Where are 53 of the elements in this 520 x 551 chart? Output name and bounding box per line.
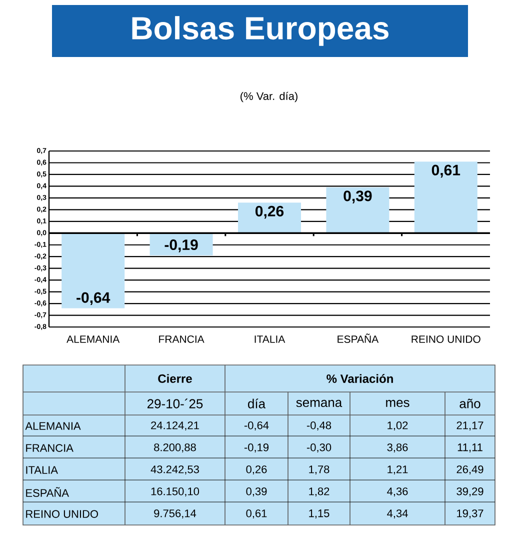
text: 1,78 [309, 465, 330, 475]
category-label: ALEMANIA [25, 422, 81, 430]
bar [62, 233, 125, 308]
data-label: -0,64 [76, 292, 110, 306]
text: 1,15 [309, 510, 330, 518]
text: 3,86 [387, 443, 408, 453]
data-label: 0,61 [432, 164, 460, 178]
category-label: ESPAÑA [26, 487, 69, 497]
category-label: FRANCIA [26, 444, 74, 452]
text: 26,49 [456, 465, 484, 475]
category-label: semana [296, 400, 342, 408]
data-label: -0,19 [164, 239, 198, 252]
category-label: año [460, 398, 480, 408]
text: 1,02 [388, 421, 408, 431]
category-label: día [248, 398, 266, 408]
text: -0,30 [306, 443, 332, 453]
text: -0,48 [306, 421, 332, 431]
chart-title: Bolsas Europeas [132, 16, 388, 46]
text: 4,34 [387, 509, 408, 519]
text: 43.242,53 [150, 465, 199, 475]
text: 0,39 [246, 487, 267, 497]
text: 16.150,10 [151, 487, 200, 497]
text: 19,37 [457, 509, 484, 519]
text: 1,21 [388, 465, 408, 475]
text: 4,36 [387, 487, 408, 497]
text: 24.124,21 [151, 421, 199, 431]
x-tick-label: ESPAÑA [338, 334, 379, 343]
text: 9.756,14 [154, 509, 196, 519]
text: 39,29 [456, 487, 484, 497]
text: 0,61 [246, 509, 267, 519]
text: 21,17 [456, 421, 484, 431]
text: -0,64 [244, 421, 269, 431]
text: Cierre [158, 374, 192, 383]
text: 11,11 [458, 444, 482, 452]
chart-subtitle: (% Var. día) [240, 92, 298, 102]
data-label: 0,39 [344, 190, 372, 204]
text: 0,26 [246, 465, 267, 475]
category-label: REINO UNIDO [26, 510, 98, 518]
bar [326, 187, 390, 234]
category-label: 29-10-´25 [147, 398, 203, 408]
data-label: 0,26 [255, 206, 284, 219]
x-tick-label: REINO UNIDO [412, 335, 480, 343]
bar [238, 202, 301, 234]
bar [414, 162, 478, 234]
category-label: ITALIA [26, 466, 58, 474]
text: % Variación [326, 374, 393, 383]
text: 1,82 [309, 487, 330, 497]
text: -0,19 [244, 443, 269, 453]
x-tick-label: ITALIA [254, 336, 286, 343]
x-tick-label: ALEMANIA [66, 336, 120, 343]
x-tick-label: FRANCIA [159, 335, 204, 343]
text: 8.200,88 [154, 443, 196, 453]
category-label: mes [386, 400, 410, 408]
